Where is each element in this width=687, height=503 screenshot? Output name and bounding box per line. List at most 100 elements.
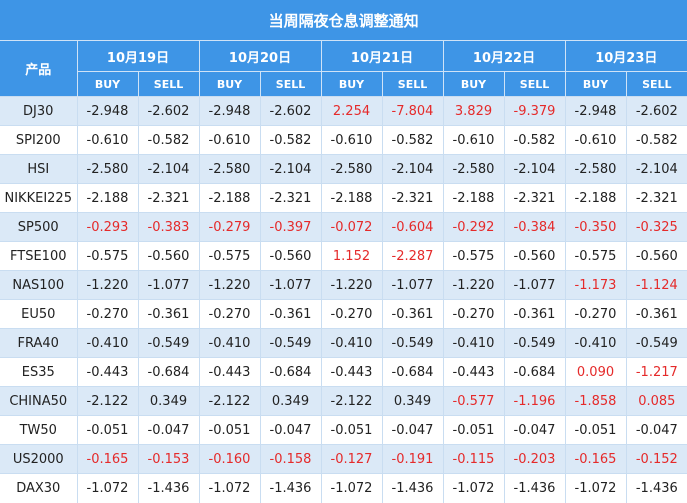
sell-value-cell: -1.436 bbox=[503, 473, 565, 503]
table-row: NIKKEI225 -2.188 -2.321 -2.188 -2.321 -2.188-… bbox=[0, 183, 687, 213]
product-symbol: CHINA50 bbox=[0, 386, 77, 416]
table-row: CHINA50 -2.122 0.349 -2.122 0.349 -2.122 0.349… bbox=[0, 386, 687, 416]
buy-header: BUY bbox=[76, 71, 138, 97]
buy-value-cell: -0.072 bbox=[320, 212, 382, 242]
sell-value-cell: -0.684 bbox=[137, 357, 199, 387]
product-symbol: EU50 bbox=[0, 299, 77, 329]
buy-value-cell: -2.188 bbox=[564, 183, 626, 213]
buy-value-cell: -0.443 bbox=[198, 357, 260, 387]
sell-value-cell: -0.361 bbox=[625, 299, 687, 329]
table-row: DAX30 -1.072 -1.436 -1.072 -1.436 -1.072 -1.43… bbox=[0, 473, 687, 503]
product-header: 产品 bbox=[0, 40, 77, 97]
product-symbol: FRA40 bbox=[0, 328, 77, 358]
sell-value-cell: -0.549 bbox=[381, 328, 443, 358]
sell-value-cell: -2.287 bbox=[381, 241, 443, 271]
sell-value-cell: 0.349 bbox=[381, 386, 443, 416]
buy-value-cell: -0.051 bbox=[442, 415, 504, 445]
date-header: 10月21日 bbox=[320, 40, 443, 72]
sell-value-cell: -0.560 bbox=[625, 241, 687, 271]
buy-value-cell: -0.160 bbox=[198, 444, 260, 474]
table-row: DJ30 -2.948 -2.602 -2.948 -2.602 2.254 -7.804 3… bbox=[0, 96, 687, 126]
sell-value-cell: -0.582 bbox=[381, 125, 443, 155]
buy-value-cell: -2.948 bbox=[564, 96, 626, 126]
sell-value-cell: -0.361 bbox=[503, 299, 565, 329]
sell-value-cell: -0.549 bbox=[137, 328, 199, 358]
sell-value-cell: -0.047 bbox=[625, 415, 687, 445]
sell-value-cell: -0.047 bbox=[381, 415, 443, 445]
buy-value-cell: -1.173 bbox=[564, 270, 626, 300]
sell-value-cell: -1.077 bbox=[137, 270, 199, 300]
sell-value-cell: -2.602 bbox=[625, 96, 687, 126]
buy-value-cell: -2.122 bbox=[76, 386, 138, 416]
sell-value-cell: -0.383 bbox=[137, 212, 199, 242]
date-header: 10月22日 bbox=[442, 40, 565, 72]
sell-value-cell: -9.379 bbox=[503, 96, 565, 126]
sell-value-cell: -0.582 bbox=[503, 125, 565, 155]
sell-value-cell: -2.104 bbox=[503, 154, 565, 184]
buy-value-cell: -0.575 bbox=[564, 241, 626, 271]
buy-value-cell: -0.610 bbox=[564, 125, 626, 155]
buy-value-cell: -0.610 bbox=[76, 125, 138, 155]
buy-value-cell: -0.410 bbox=[320, 328, 382, 358]
sell-value-cell: -2.602 bbox=[137, 96, 199, 126]
sell-value-cell: -0.684 bbox=[503, 357, 565, 387]
buy-value-cell: -0.577 bbox=[442, 386, 504, 416]
sell-value-cell: -2.321 bbox=[381, 183, 443, 213]
sell-value-cell: -0.191 bbox=[381, 444, 443, 474]
table-row: SP500 -0.293 -0.383 -0.279 -0.397 -0.072 -0.60… bbox=[0, 212, 687, 242]
buy-value-cell: -0.051 bbox=[198, 415, 260, 445]
sell-value-cell: -0.325 bbox=[625, 212, 687, 242]
buy-value-cell: -0.610 bbox=[442, 125, 504, 155]
product-symbol: SP500 bbox=[0, 212, 77, 242]
sell-value-cell: -1.077 bbox=[381, 270, 443, 300]
product-symbol: DJ30 bbox=[0, 96, 77, 126]
product-symbol: TW50 bbox=[0, 415, 77, 445]
buy-value-cell: 3.829 bbox=[442, 96, 504, 126]
buy-value-cell: -2.948 bbox=[198, 96, 260, 126]
sell-value-cell: -0.047 bbox=[503, 415, 565, 445]
buy-value-cell: -1.220 bbox=[76, 270, 138, 300]
buy-value-cell: -0.270 bbox=[320, 299, 382, 329]
buy-value-cell: -0.610 bbox=[320, 125, 382, 155]
sell-header: SELL bbox=[137, 71, 199, 97]
buy-value-cell: -0.443 bbox=[76, 357, 138, 387]
buy-value-cell: -1.220 bbox=[320, 270, 382, 300]
sell-value-cell: -2.321 bbox=[259, 183, 321, 213]
buy-value-cell: -2.580 bbox=[76, 154, 138, 184]
sell-value-cell: -0.153 bbox=[137, 444, 199, 474]
buy-value-cell: -0.410 bbox=[564, 328, 626, 358]
sell-value-cell: -0.549 bbox=[625, 328, 687, 358]
buy-value-cell: -0.270 bbox=[442, 299, 504, 329]
sell-value-cell: -1.196 bbox=[503, 386, 565, 416]
buy-value-cell: -1.072 bbox=[442, 473, 504, 503]
buy-value-cell: -1.072 bbox=[198, 473, 260, 503]
product-symbol: NIKKEI225 bbox=[0, 183, 77, 213]
buy-value-cell: -1.072 bbox=[320, 473, 382, 503]
sell-value-cell: -0.684 bbox=[381, 357, 443, 387]
buy-header: BUY bbox=[442, 71, 504, 97]
sell-value-cell: -1.077 bbox=[503, 270, 565, 300]
buy-value-cell: -2.580 bbox=[442, 154, 504, 184]
buy-value-cell: -1.072 bbox=[76, 473, 138, 503]
product-symbol: DAX30 bbox=[0, 473, 77, 503]
buy-value-cell: -0.410 bbox=[76, 328, 138, 358]
buy-value-cell: -0.165 bbox=[76, 444, 138, 474]
table-row: EU50 -0.270 -0.361 -0.270 -0.361 -0.270 -0.361… bbox=[0, 299, 687, 329]
buy-value-cell: -2.580 bbox=[198, 154, 260, 184]
buy-value-cell: -0.051 bbox=[320, 415, 382, 445]
buy-value-cell: -0.575 bbox=[76, 241, 138, 271]
buy-value-cell: -0.443 bbox=[320, 357, 382, 387]
buy-value-cell: -0.575 bbox=[198, 241, 260, 271]
sell-value-cell: -0.582 bbox=[259, 125, 321, 155]
sell-value-cell: -0.604 bbox=[381, 212, 443, 242]
buy-value-cell: 0.090 bbox=[564, 357, 626, 387]
sell-value-cell: -0.582 bbox=[625, 125, 687, 155]
sell-value-cell: -0.549 bbox=[503, 328, 565, 358]
sell-header: SELL bbox=[625, 71, 687, 97]
product-symbol: NAS100 bbox=[0, 270, 77, 300]
buy-value-cell: -0.293 bbox=[76, 212, 138, 242]
sell-value-cell: -0.047 bbox=[137, 415, 199, 445]
product-symbol: ES35 bbox=[0, 357, 77, 387]
buy-value-cell: -1.072 bbox=[564, 473, 626, 503]
